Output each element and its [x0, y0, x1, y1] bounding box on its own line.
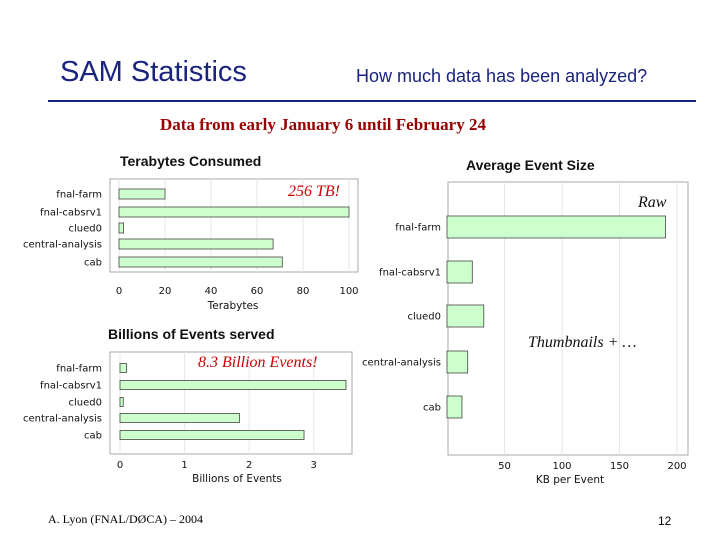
terabytes-axis-label: Terabytes [207, 300, 259, 312]
events-bar-fnal-cabsrv1 [119, 380, 347, 390]
events-category-label: cab [84, 431, 102, 442]
terabytes-category-label: clued0 [69, 224, 102, 235]
events-bar-cab [119, 430, 305, 440]
events-tick-label: 0 [117, 460, 123, 471]
eventsize-bar-clued0 [446, 304, 485, 328]
events-axis-label: Billions of Events [192, 473, 282, 485]
title-divider [48, 100, 696, 102]
events-bar-central-analysis [119, 413, 240, 423]
events-category-label: fnal-farm [56, 364, 102, 375]
terabytes-category-label: cab [84, 258, 102, 269]
terabytes-bar-fnal-farm [118, 188, 166, 200]
slide-title: SAM Statistics [60, 56, 247, 88]
events-bar-fnal-farm [119, 363, 127, 373]
terabytes-tick-label: 100 [339, 286, 358, 297]
events-category-label: fnal-cabsrv1 [40, 381, 102, 392]
eventsize-category-label: central-analysis [362, 358, 441, 369]
terabytes-bar-clued0 [118, 222, 124, 234]
events-category-label: clued0 [69, 398, 102, 409]
eventsize-category-label: fnal-cabsrv1 [379, 268, 441, 279]
eventsize-tick-label: 200 [667, 461, 686, 472]
terabytes-bar-cab [118, 256, 283, 268]
slide-subtitle: Data from early January 6 until February… [160, 115, 486, 134]
events-chart: Billions of Events served fnal-farm fnal-c… [23, 326, 353, 485]
events-tick-label: 3 [311, 460, 317, 471]
eventsize-bar-central-analysis [446, 350, 469, 374]
page-number: 12 [658, 514, 672, 528]
terabytes-category-label: fnal-cabsrv1 [40, 208, 102, 219]
footer-credit: A. Lyon (FNAL/DØCA) – 2004 [48, 512, 203, 526]
eventsize-annotation: Raw [637, 194, 667, 211]
events-annotation: 8.3 Billion Events! [198, 354, 318, 371]
eventsize-chart: Average Event Size fnal-farm fnal-cabsrv1 c… [362, 157, 689, 486]
terabytes-tick-label: 40 [205, 286, 218, 297]
terabytes-tick-label: 0 [116, 286, 122, 297]
eventsize-tick-label: 150 [610, 461, 629, 472]
events-tick-label: 2 [246, 460, 252, 471]
eventsize-category-label: clued0 [408, 312, 441, 323]
slide-question: How much data has been analyzed? [356, 66, 648, 86]
events-bar-clued0 [119, 397, 124, 407]
terabytes-category-label: fnal-farm [56, 190, 102, 201]
terabytes-bar-central-analysis [118, 238, 274, 250]
eventsize-tick-label: 100 [552, 461, 571, 472]
events-tick-label: 1 [181, 460, 187, 471]
eventsize-axis-label: KB per Event [536, 474, 604, 486]
events-category-label: central-analysis [23, 414, 102, 425]
terabytes-tick-label: 80 [297, 286, 310, 297]
eventsize-bar-cab [446, 395, 463, 419]
terabytes-tick-label: 60 [251, 286, 264, 297]
eventsize-category-label: cab [423, 403, 441, 414]
eventsize-annotation: Thumbnails + … [528, 334, 637, 351]
terabytes-chart-title: Terabytes Consumed [120, 153, 261, 169]
eventsize-bar-fnal-farm [446, 215, 666, 239]
eventsize-tick-label: 50 [498, 461, 511, 472]
terabytes-tick-label: 20 [159, 286, 172, 297]
terabytes-bar-fnal-cabsrv1 [118, 206, 350, 218]
eventsize-chart-title: Average Event Size [466, 157, 595, 173]
terabytes-category-label: central-analysis [23, 240, 102, 251]
terabytes-annotation: 256 TB! [288, 183, 340, 200]
events-chart-title: Billions of Events served [108, 326, 275, 342]
eventsize-category-label: fnal-farm [395, 223, 441, 234]
terabytes-chart: Terabytes Consumed fnal-farm fnal-cabsrv1 c… [23, 153, 359, 312]
eventsize-bar-fnal-cabsrv1 [446, 260, 473, 284]
